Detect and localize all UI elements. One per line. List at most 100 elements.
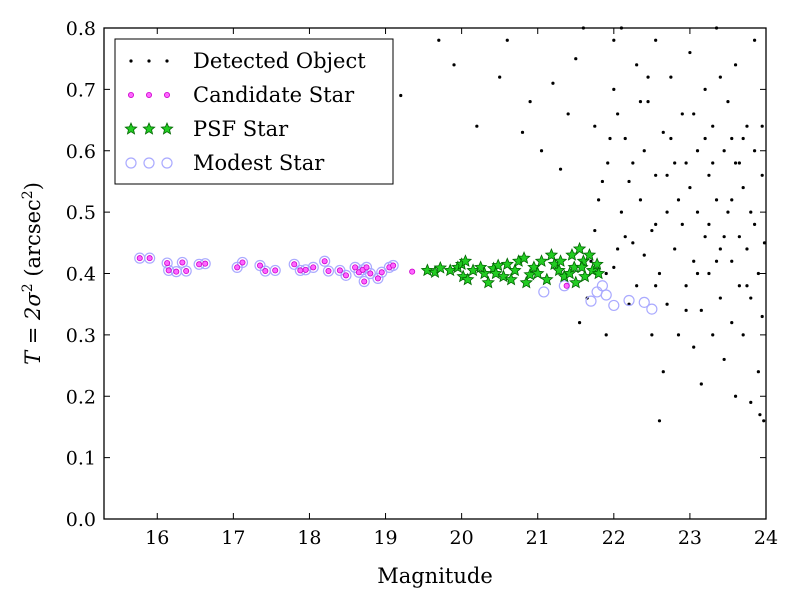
data-point bbox=[684, 284, 688, 288]
series-psf-star bbox=[420, 241, 606, 289]
data-point bbox=[623, 136, 627, 141]
data-point bbox=[367, 270, 374, 277]
axes-frame bbox=[103, 27, 767, 520]
data-point bbox=[146, 255, 153, 262]
data-point bbox=[711, 333, 715, 337]
data-point bbox=[730, 259, 734, 263]
series-candidate-star bbox=[136, 255, 570, 289]
y-axis-label: T = 2σ2 (arcsec2) bbox=[20, 182, 45, 365]
data-point bbox=[239, 259, 246, 266]
data-point bbox=[342, 272, 349, 279]
data-point bbox=[498, 75, 502, 79]
y-tick-label: 0.3 bbox=[66, 325, 96, 347]
data-point bbox=[722, 357, 726, 362]
data-point bbox=[730, 136, 734, 141]
data-point bbox=[627, 179, 631, 184]
data-point bbox=[540, 272, 554, 286]
data-point bbox=[577, 321, 582, 325]
legend-marker bbox=[160, 121, 174, 135]
data-point bbox=[718, 75, 722, 79]
data-point bbox=[714, 198, 719, 202]
data-point bbox=[325, 268, 332, 275]
data-point bbox=[711, 161, 715, 165]
x-tick-label: 17 bbox=[221, 527, 245, 549]
y-tick-label: 0.0 bbox=[66, 509, 96, 531]
x-tick-label: 16 bbox=[145, 527, 169, 549]
y-axis-label-unit-close: ) bbox=[21, 182, 45, 190]
data-point bbox=[623, 294, 635, 307]
data-point bbox=[741, 136, 745, 141]
data-point bbox=[661, 130, 665, 134]
data-point bbox=[256, 262, 263, 269]
data-point bbox=[733, 161, 738, 165]
ticks-layer: 16 17 18 19 20 21 22 23 24 0.0 0.1 0.2 0.3 0.4 0.5 0.6 0… bbox=[66, 18, 778, 549]
y-tick-label: 0.4 bbox=[66, 264, 96, 286]
data-point bbox=[646, 75, 650, 79]
data-point bbox=[528, 100, 532, 104]
data-point bbox=[136, 255, 143, 262]
data-point bbox=[692, 345, 696, 349]
data-point bbox=[745, 247, 749, 251]
x-tick-label: 24 bbox=[754, 527, 778, 549]
y-tick-label: 0.7 bbox=[66, 79, 96, 101]
data-point bbox=[600, 289, 612, 301]
data-point bbox=[642, 149, 646, 153]
data-point bbox=[288, 258, 300, 270]
data-point bbox=[654, 38, 658, 42]
data-point bbox=[321, 258, 328, 265]
data-point bbox=[741, 333, 745, 337]
x-tick-label: 18 bbox=[297, 527, 321, 549]
data-point bbox=[646, 303, 658, 315]
data-point bbox=[575, 260, 589, 274]
data-point bbox=[631, 161, 635, 165]
data-point bbox=[730, 321, 734, 325]
y-axis-label-unit: (arcsec bbox=[21, 199, 45, 283]
data-point bbox=[707, 271, 711, 276]
data-point bbox=[604, 333, 608, 337]
data-point bbox=[741, 185, 745, 190]
data-point bbox=[718, 247, 722, 251]
data-point bbox=[669, 75, 673, 79]
data-point bbox=[234, 264, 241, 271]
legend-entry: Candidate Star bbox=[127, 83, 355, 107]
data-point bbox=[574, 57, 578, 61]
data-point bbox=[489, 266, 503, 280]
data-point bbox=[473, 260, 488, 274]
data-point bbox=[676, 198, 681, 202]
series-modest-star bbox=[134, 252, 658, 315]
data-point bbox=[466, 263, 480, 277]
data-point bbox=[752, 222, 757, 226]
legend-entry: Detected Object bbox=[129, 49, 366, 73]
data-point bbox=[452, 63, 456, 67]
data-point bbox=[642, 253, 646, 257]
data-point bbox=[196, 261, 203, 268]
data-point bbox=[582, 248, 597, 261]
data-point bbox=[714, 259, 719, 263]
data-point bbox=[519, 275, 534, 289]
data-point bbox=[707, 222, 711, 226]
legend-label: Detected Object bbox=[193, 49, 366, 73]
data-point bbox=[319, 255, 331, 267]
y-axis-label-sup: 2 bbox=[20, 283, 36, 292]
y-tick-label: 0.2 bbox=[66, 386, 96, 408]
data-point bbox=[505, 38, 509, 42]
data-point bbox=[654, 222, 658, 226]
data-point bbox=[262, 268, 269, 275]
data-point bbox=[534, 254, 549, 267]
data-point bbox=[692, 259, 696, 263]
data-point bbox=[669, 136, 673, 141]
data-point bbox=[760, 124, 764, 128]
data-point bbox=[461, 272, 475, 286]
data-point bbox=[269, 264, 281, 277]
data-point bbox=[760, 173, 764, 177]
legend-label: Candidate Star bbox=[193, 83, 355, 107]
y-tick-label: 0.5 bbox=[66, 202, 96, 224]
data-point bbox=[420, 263, 435, 277]
legend-marker bbox=[165, 59, 169, 63]
legend-marker bbox=[142, 121, 156, 135]
data-point bbox=[707, 173, 711, 177]
y-axis-label-prefix: T = 2σ bbox=[21, 292, 45, 365]
data-point bbox=[650, 228, 654, 233]
data-point bbox=[565, 248, 579, 261]
data-point bbox=[665, 173, 669, 177]
